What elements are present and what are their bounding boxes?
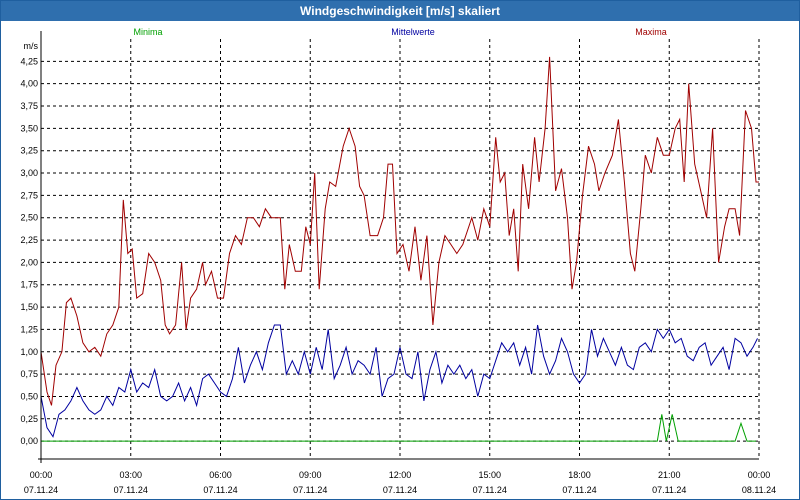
x-tick-time-label: 21:00 — [658, 470, 681, 480]
series-line-maxima — [41, 56, 759, 406]
y-tick-label: 3,00 — [20, 168, 38, 178]
x-tick-date-label: 07.11.24 — [652, 485, 686, 495]
series-line-minima — [41, 414, 756, 442]
y-tick-label: 0,75 — [20, 369, 38, 379]
y-tick-label: 2,00 — [20, 257, 38, 267]
x-tick-date-label: 08.11.24 — [742, 485, 776, 495]
y-tick-label: 3,75 — [20, 101, 38, 111]
x-tick-date-label: 07.11.24 — [473, 485, 507, 495]
x-tick-time-label: 15:00 — [478, 470, 501, 480]
x-tick-time-label: 12:00 — [389, 470, 412, 480]
y-tick-label: 3,50 — [20, 123, 38, 133]
y-tick-label: 4,25 — [20, 56, 38, 66]
legend-entry-mittelwerte: Mittelwerte — [391, 27, 435, 37]
x-tick-time-label: 18:00 — [568, 470, 591, 480]
x-tick-time-label: 06:00 — [209, 470, 232, 480]
x-tick-date-label: 07.11.24 — [383, 485, 417, 495]
x-tick-time-label: 00:00 — [30, 470, 53, 480]
y-tick-label: 0,00 — [20, 436, 38, 446]
x-tick-date-label: 07.11.24 — [562, 485, 596, 495]
y-tick-label: 0,50 — [20, 391, 38, 401]
x-tick-time-label: 03:00 — [119, 470, 142, 480]
y-tick-label: 2,25 — [20, 235, 38, 245]
x-tick-date-label: 07.11.24 — [293, 485, 327, 495]
y-axis-label: m/s — [24, 41, 39, 51]
y-tick-label: 2,50 — [20, 213, 38, 223]
y-tick-label: 1,25 — [20, 324, 38, 334]
legend-entry-minima: Minima — [133, 27, 162, 37]
y-tick-label: 3,25 — [20, 146, 38, 156]
x-tick-time-label: 09:00 — [299, 470, 322, 480]
x-tick-date-label: 07.11.24 — [114, 485, 148, 495]
legend-entry-maxima: Maxima — [635, 27, 667, 37]
y-tick-label: 2,75 — [20, 190, 38, 200]
x-tick-date-label: 07.11.24 — [24, 485, 58, 495]
window-title: Windgeschwindigkeit [m/s] skaliert — [1, 1, 799, 21]
y-tick-label: 0,25 — [20, 414, 38, 424]
x-tick-date-label: 07.11.24 — [203, 485, 237, 495]
x-tick-time-label: 00:00 — [748, 470, 771, 480]
y-tick-label: 1,00 — [20, 347, 38, 357]
y-tick-label: 4,00 — [20, 79, 38, 89]
y-tick-label: 1,50 — [20, 302, 38, 312]
series-line-mittelwerte — [41, 324, 758, 438]
y-tick-label: 1,75 — [20, 280, 38, 290]
